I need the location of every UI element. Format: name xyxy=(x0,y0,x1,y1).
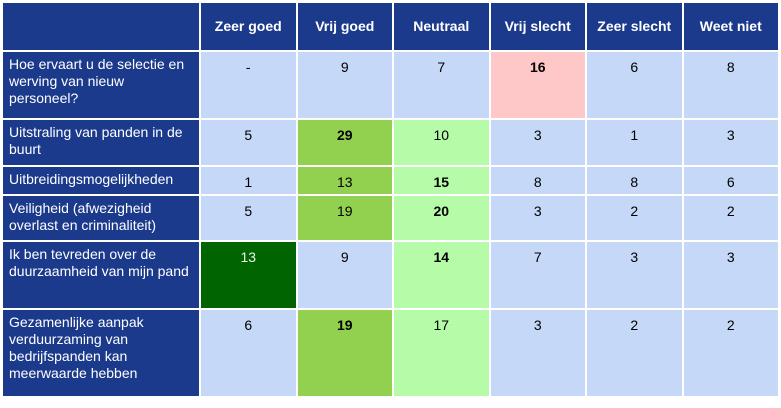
header-row: Zeer goed Vrij goed Neutraal Vrij slecht Zee… xyxy=(3,3,778,50)
value-cell: 9 xyxy=(297,242,392,308)
value-cell: 3 xyxy=(683,120,778,165)
value-cell: 2 xyxy=(587,310,682,396)
value-cell: 14 xyxy=(394,242,489,308)
value-cell: 6 xyxy=(683,167,778,194)
value-cell: 6 xyxy=(587,52,682,118)
value-cell: 3 xyxy=(587,242,682,308)
column-header: Neutraal xyxy=(394,3,489,50)
value-cell: 13 xyxy=(201,242,296,308)
value-cell: 2 xyxy=(683,310,778,396)
row-label: Uitstraling van panden in de buurt xyxy=(3,120,199,165)
table-row: Ik ben tevreden over de duurzaamheid van… xyxy=(3,242,778,308)
value-cell: 6 xyxy=(201,310,296,396)
value-cell: 3 xyxy=(490,196,585,240)
value-cell: 13 xyxy=(297,167,392,194)
row-label: Ik ben tevreden over de duurzaamheid van… xyxy=(3,242,199,308)
column-header: Zeer goed xyxy=(201,3,296,50)
row-label: Veiligheid (afwezigheid overlast en crim… xyxy=(3,196,199,240)
value-cell: 7 xyxy=(394,52,489,118)
value-cell: - xyxy=(201,52,296,118)
value-cell: 19 xyxy=(297,196,392,240)
value-cell: 9 xyxy=(297,52,392,118)
row-label: Hoe ervaart u de selectie en werving van… xyxy=(3,52,199,118)
value-cell: 7 xyxy=(490,242,585,308)
corner-cell xyxy=(3,3,199,50)
value-cell: 8 xyxy=(490,167,585,194)
column-header: Vrij goed xyxy=(297,3,392,50)
value-cell: 2 xyxy=(683,196,778,240)
table-body: Hoe ervaart u de selectie en werving van… xyxy=(3,52,778,396)
value-cell: 3 xyxy=(683,242,778,308)
row-label: Gezamenlijke aanpak verduurzaming van be… xyxy=(3,310,199,396)
value-cell: 15 xyxy=(394,167,489,194)
row-label: Uitbreidingsmogelijkheden xyxy=(3,167,199,194)
value-cell: 8 xyxy=(683,52,778,118)
value-cell: 1 xyxy=(587,120,682,165)
table-row: Uitbreidingsmogelijkheden 1 13 15 8 8 6 xyxy=(3,167,778,194)
survey-table: Zeer goed Vrij goed Neutraal Vrij slecht Zee… xyxy=(1,1,780,398)
value-cell: 5 xyxy=(201,120,296,165)
table-row: Hoe ervaart u de selectie en werving van… xyxy=(3,52,778,118)
value-cell: 19 xyxy=(297,310,392,396)
value-cell: 5 xyxy=(201,196,296,240)
value-cell: 3 xyxy=(490,120,585,165)
value-cell: 8 xyxy=(587,167,682,194)
value-cell: 29 xyxy=(297,120,392,165)
table-row: Veiligheid (afwezigheid overlast en crim… xyxy=(3,196,778,240)
value-cell: 1 xyxy=(201,167,296,194)
value-cell: 20 xyxy=(394,196,489,240)
table-row: Uitstraling van panden in de buurt 5 29 10 3… xyxy=(3,120,778,165)
value-cell: 3 xyxy=(490,310,585,396)
column-header: Zeer slecht xyxy=(587,3,682,50)
column-header: Vrij slecht xyxy=(490,3,585,50)
table-row: Gezamenlijke aanpak verduurzaming van be… xyxy=(3,310,778,396)
value-cell: 16 xyxy=(490,52,585,118)
column-header: Weet niet xyxy=(683,3,778,50)
value-cell: 17 xyxy=(394,310,489,396)
value-cell: 10 xyxy=(394,120,489,165)
value-cell: 2 xyxy=(587,196,682,240)
